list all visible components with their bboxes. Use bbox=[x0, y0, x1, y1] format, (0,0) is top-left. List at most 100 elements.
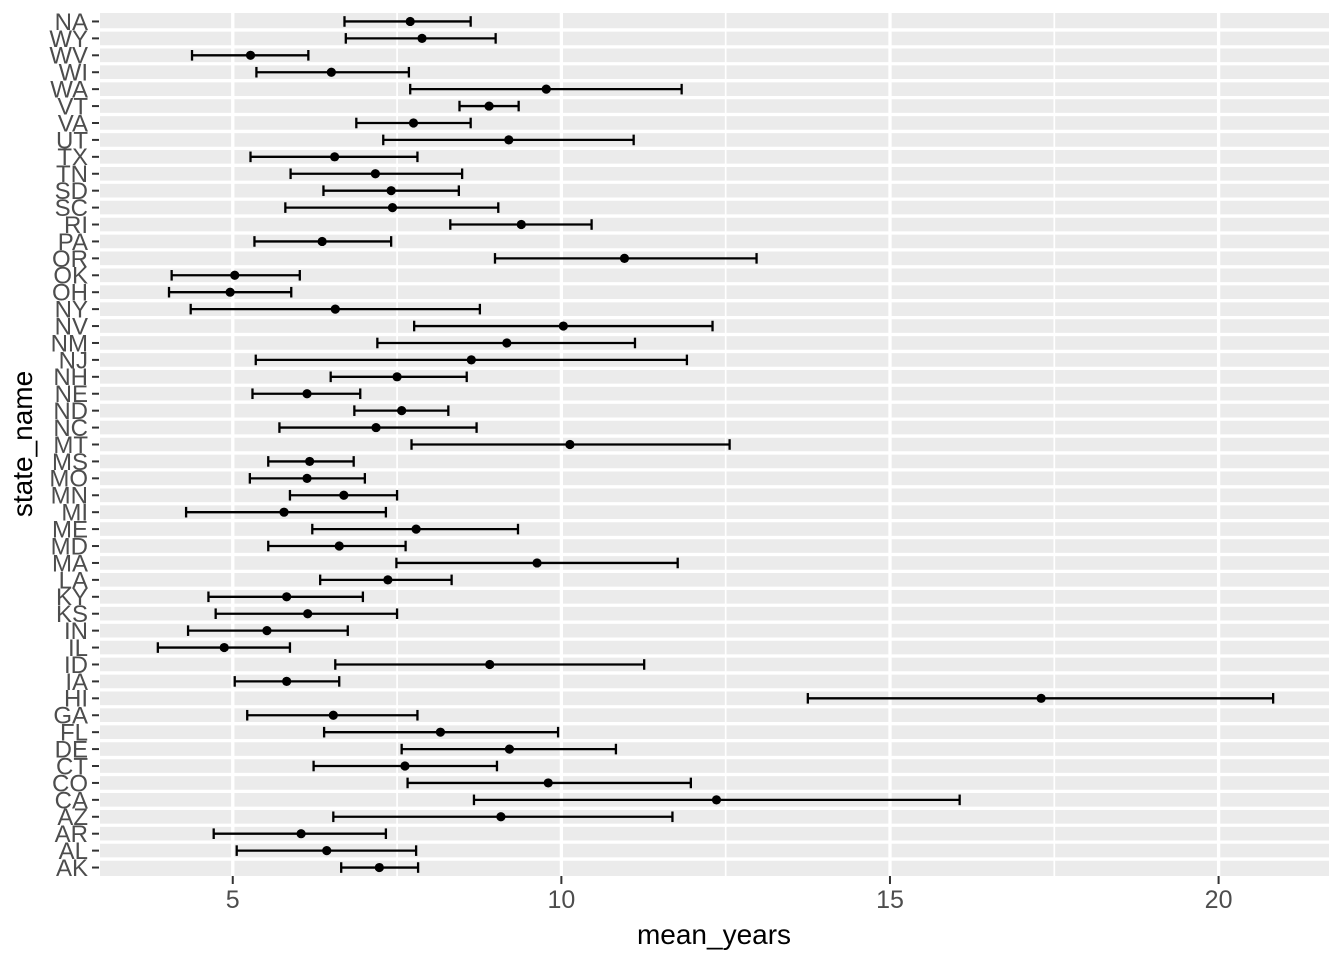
y-tick-label: MN bbox=[51, 483, 88, 510]
point-marker bbox=[386, 186, 396, 196]
y-tick-label: OR bbox=[52, 246, 88, 273]
point-marker bbox=[262, 626, 272, 636]
y-tick-label: MS bbox=[52, 449, 88, 476]
point-marker bbox=[558, 321, 568, 331]
point-marker bbox=[504, 744, 515, 754]
data-marks bbox=[156, 16, 1275, 873]
point-marker bbox=[397, 406, 407, 416]
y-tick-label: NM bbox=[51, 330, 88, 357]
y-tick-label: MT bbox=[53, 432, 88, 459]
point-marker bbox=[543, 778, 553, 788]
y-tick-label: CO bbox=[52, 770, 88, 797]
y-tick-label: KY bbox=[56, 584, 88, 611]
y-tick-label: CA bbox=[55, 787, 88, 814]
y-tick-label: MI bbox=[61, 500, 88, 527]
y-tick-label: NC bbox=[53, 415, 88, 442]
y-tick-label: VT bbox=[57, 93, 88, 120]
point-marker bbox=[370, 169, 380, 179]
y-tick-label: NV bbox=[55, 313, 88, 340]
point-marker bbox=[296, 829, 306, 839]
axes: 5 10 15 20 NAWYWVWIWAVTVAUTTXTNSDSCRIPAOROKO… bbox=[49, 9, 1232, 914]
point-marker bbox=[504, 135, 514, 145]
point-marker bbox=[408, 118, 419, 128]
point-marker bbox=[565, 439, 575, 450]
y-tick-label: AL bbox=[59, 838, 88, 865]
point-marker bbox=[374, 862, 384, 873]
point-marker bbox=[322, 846, 332, 856]
y-tick-label: KS bbox=[56, 601, 88, 628]
point-marker bbox=[317, 236, 327, 247]
y-tick-label: AK bbox=[56, 855, 88, 882]
point-marker bbox=[339, 490, 349, 500]
point-marker bbox=[328, 710, 338, 720]
y-tick-label: GA bbox=[53, 703, 88, 730]
y-tick-label: NA bbox=[55, 9, 88, 36]
point-marker bbox=[371, 422, 381, 433]
point-marker bbox=[330, 304, 340, 314]
y-tick-label: ND bbox=[53, 398, 88, 425]
y-tick-label: IL bbox=[68, 635, 88, 662]
y-tick-label: WA bbox=[50, 77, 88, 104]
y-tick-label: NJ bbox=[59, 347, 88, 374]
point-marker bbox=[532, 558, 542, 568]
gridlines bbox=[100, 13, 1329, 876]
point-marker bbox=[711, 795, 722, 805]
y-tick-label: PA bbox=[58, 229, 88, 256]
y-tick-label: LA bbox=[59, 567, 88, 594]
point-marker bbox=[279, 507, 289, 517]
y-tick-label: FL bbox=[60, 720, 88, 747]
point-marker bbox=[282, 676, 292, 687]
y-tick-label: WV bbox=[49, 43, 88, 70]
y-tick-label: MA bbox=[52, 550, 88, 577]
point-marker bbox=[516, 219, 526, 230]
y-tick-label: MO bbox=[49, 466, 88, 493]
y-tick-label: OH bbox=[52, 280, 88, 307]
point-marker bbox=[541, 84, 551, 94]
y-axis-title: state_name bbox=[7, 371, 38, 517]
y-tick-label: AZ bbox=[57, 804, 88, 831]
point-marker bbox=[485, 659, 495, 670]
y-tick-label: RI bbox=[64, 212, 88, 239]
y-tick-label: SC bbox=[55, 195, 88, 222]
y-tick-label: DE bbox=[55, 736, 88, 763]
y-tick-label: SD bbox=[55, 178, 88, 205]
x-tick-label: 10 bbox=[547, 886, 575, 914]
y-tick-label: NH bbox=[53, 364, 88, 391]
y-tick-label: NY bbox=[55, 297, 88, 324]
point-marker bbox=[484, 101, 494, 111]
y-tick-label: UT bbox=[56, 127, 88, 154]
point-marker bbox=[225, 287, 235, 297]
point-marker bbox=[1036, 693, 1046, 703]
y-tick-label: VA bbox=[58, 110, 88, 137]
point-marker bbox=[245, 50, 256, 60]
y-tick-label: WY bbox=[49, 26, 88, 53]
point-marker bbox=[400, 761, 410, 771]
point-marker bbox=[282, 592, 292, 602]
point-marker bbox=[305, 456, 315, 467]
y-tick-label: MD bbox=[51, 533, 88, 560]
point-marker bbox=[435, 727, 446, 737]
point-marker bbox=[466, 355, 476, 365]
point-marker bbox=[405, 16, 415, 27]
point-marker bbox=[219, 642, 229, 653]
y-tick-label: ID bbox=[64, 652, 88, 679]
y-tick-label: TN bbox=[56, 161, 88, 188]
point-marker bbox=[502, 338, 512, 348]
x-axis-title: mean_years bbox=[637, 919, 791, 950]
point-marker bbox=[326, 67, 336, 77]
point-marker bbox=[411, 524, 421, 534]
y-tick-label: CT bbox=[56, 753, 88, 780]
point-marker bbox=[417, 33, 427, 43]
point-marker bbox=[303, 609, 313, 619]
y-tick-label: IA bbox=[65, 669, 88, 696]
x-tick-label: 15 bbox=[876, 886, 904, 914]
y-tick-label: OK bbox=[53, 263, 88, 290]
x-tick-label: 5 bbox=[226, 886, 240, 914]
y-tick-label: HI bbox=[64, 686, 88, 713]
point-marker bbox=[302, 473, 312, 483]
point-marker bbox=[302, 389, 312, 399]
y-tick-label: ME bbox=[52, 517, 88, 544]
point-marker bbox=[387, 202, 398, 213]
